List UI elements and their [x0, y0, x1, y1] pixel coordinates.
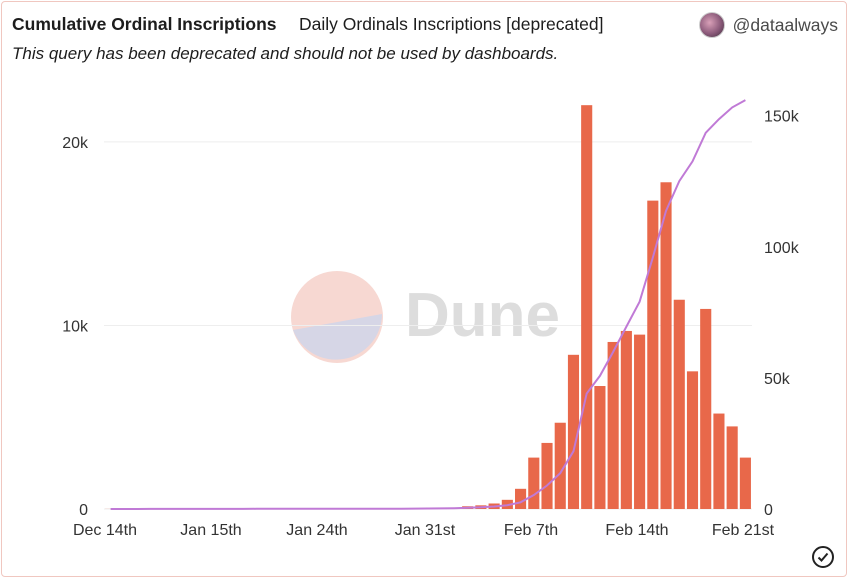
- x-tick-label: Jan 31st: [395, 522, 456, 539]
- y-left-tick-label: 10k: [62, 318, 89, 335]
- x-tick-label: Feb 21st: [712, 522, 775, 539]
- y-left-tick-label: 20k: [62, 135, 89, 152]
- bar[interactable]: [528, 457, 540, 509]
- chart-header: Cumulative Ordinal Inscriptions Daily Or…: [12, 12, 838, 40]
- bar[interactable]: [594, 386, 606, 509]
- y-left-tick-label: 0: [79, 502, 88, 519]
- x-tick-label: Jan 24th: [286, 522, 347, 539]
- x-tick-label: Dec 14th: [73, 522, 137, 539]
- bar-series: [105, 105, 751, 510]
- dune-watermark: Dune: [291, 271, 560, 363]
- query-title[interactable]: Cumulative Ordinal Inscriptions: [12, 14, 277, 34]
- visualization-name: Daily Ordinals Inscriptions [deprecated]: [299, 14, 604, 34]
- bar[interactable]: [686, 371, 699, 509]
- check-circle-icon[interactable]: [812, 546, 834, 568]
- y-right-tick-label: 150k: [764, 109, 800, 126]
- bar[interactable]: [713, 413, 725, 509]
- owner-link[interactable]: @dataalways: [698, 12, 838, 38]
- x-tick-label: Feb 7th: [504, 522, 558, 539]
- bar[interactable]: [634, 334, 646, 509]
- bar[interactable]: [660, 182, 672, 509]
- line-series: [110, 99, 746, 510]
- bar[interactable]: [647, 200, 659, 510]
- y-right-tick-label: 50k: [764, 371, 791, 388]
- bar[interactable]: [515, 488, 527, 509]
- y-right-tick-label: 100k: [764, 240, 800, 257]
- cumulative-line[interactable]: [110, 99, 746, 510]
- bar[interactable]: [673, 299, 685, 509]
- bar[interactable]: [567, 354, 580, 509]
- y-axis-right: 0 50k 100k 150k: [764, 109, 800, 519]
- bar[interactable]: [607, 341, 619, 509]
- bar[interactable]: [700, 308, 712, 509]
- x-axis: Dec 14th Jan 15th Jan 24th Jan 31st Feb 7th F…: [73, 522, 775, 539]
- bar[interactable]: [620, 330, 632, 509]
- bar[interactable]: [541, 442, 553, 509]
- x-tick-label: Feb 14th: [605, 522, 668, 539]
- y-right-tick-label: 0: [764, 502, 773, 519]
- bar[interactable]: [726, 426, 738, 509]
- x-tick-label: Jan 15th: [180, 522, 241, 539]
- bar[interactable]: [554, 422, 566, 509]
- deprecation-notice: This query has been deprecated and shoul…: [12, 44, 559, 63]
- y-axis-left: 0 10k 20k: [62, 135, 89, 519]
- bar[interactable]: [739, 457, 751, 509]
- bar[interactable]: [581, 105, 593, 509]
- watermark-text: Dune: [405, 281, 560, 350]
- owner-avatar-icon: [698, 12, 725, 38]
- owner-handle: @dataalways: [732, 14, 838, 35]
